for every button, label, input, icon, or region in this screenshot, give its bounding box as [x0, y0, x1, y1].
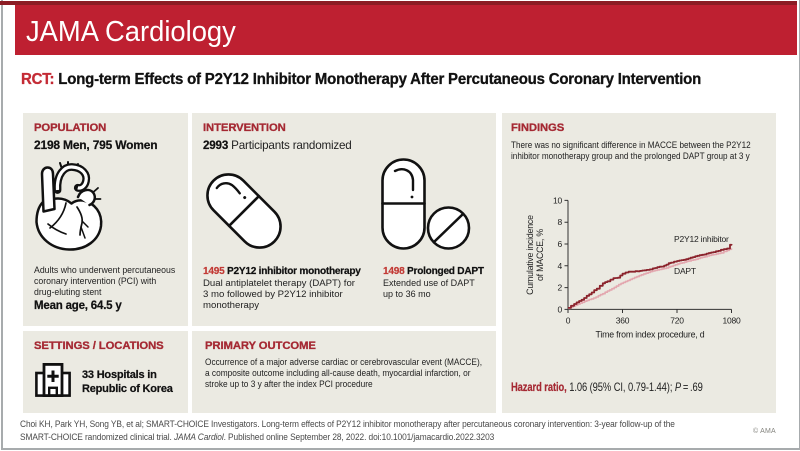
- svg-text:1080: 1080: [722, 316, 741, 326]
- svg-text:6: 6: [557, 239, 562, 249]
- svg-text:4: 4: [557, 261, 562, 271]
- svg-text:360: 360: [616, 316, 630, 326]
- svg-text:Cumulative incidence: Cumulative incidence: [525, 215, 535, 295]
- svg-text:10: 10: [553, 195, 563, 205]
- svg-text:Time from index procedure, d: Time from index procedure, d: [596, 330, 705, 340]
- svg-text:8: 8: [557, 217, 562, 227]
- svg-text:2: 2: [557, 283, 562, 293]
- svg-text:DAPT: DAPT: [674, 266, 696, 276]
- svg-text:P2Y12 inhibitor: P2Y12 inhibitor: [674, 234, 729, 244]
- svg-text:0: 0: [557, 304, 562, 314]
- svg-text:0: 0: [566, 316, 571, 326]
- svg-text:of MACCE, %: of MACCE, %: [535, 229, 545, 281]
- svg-text:720: 720: [670, 316, 684, 326]
